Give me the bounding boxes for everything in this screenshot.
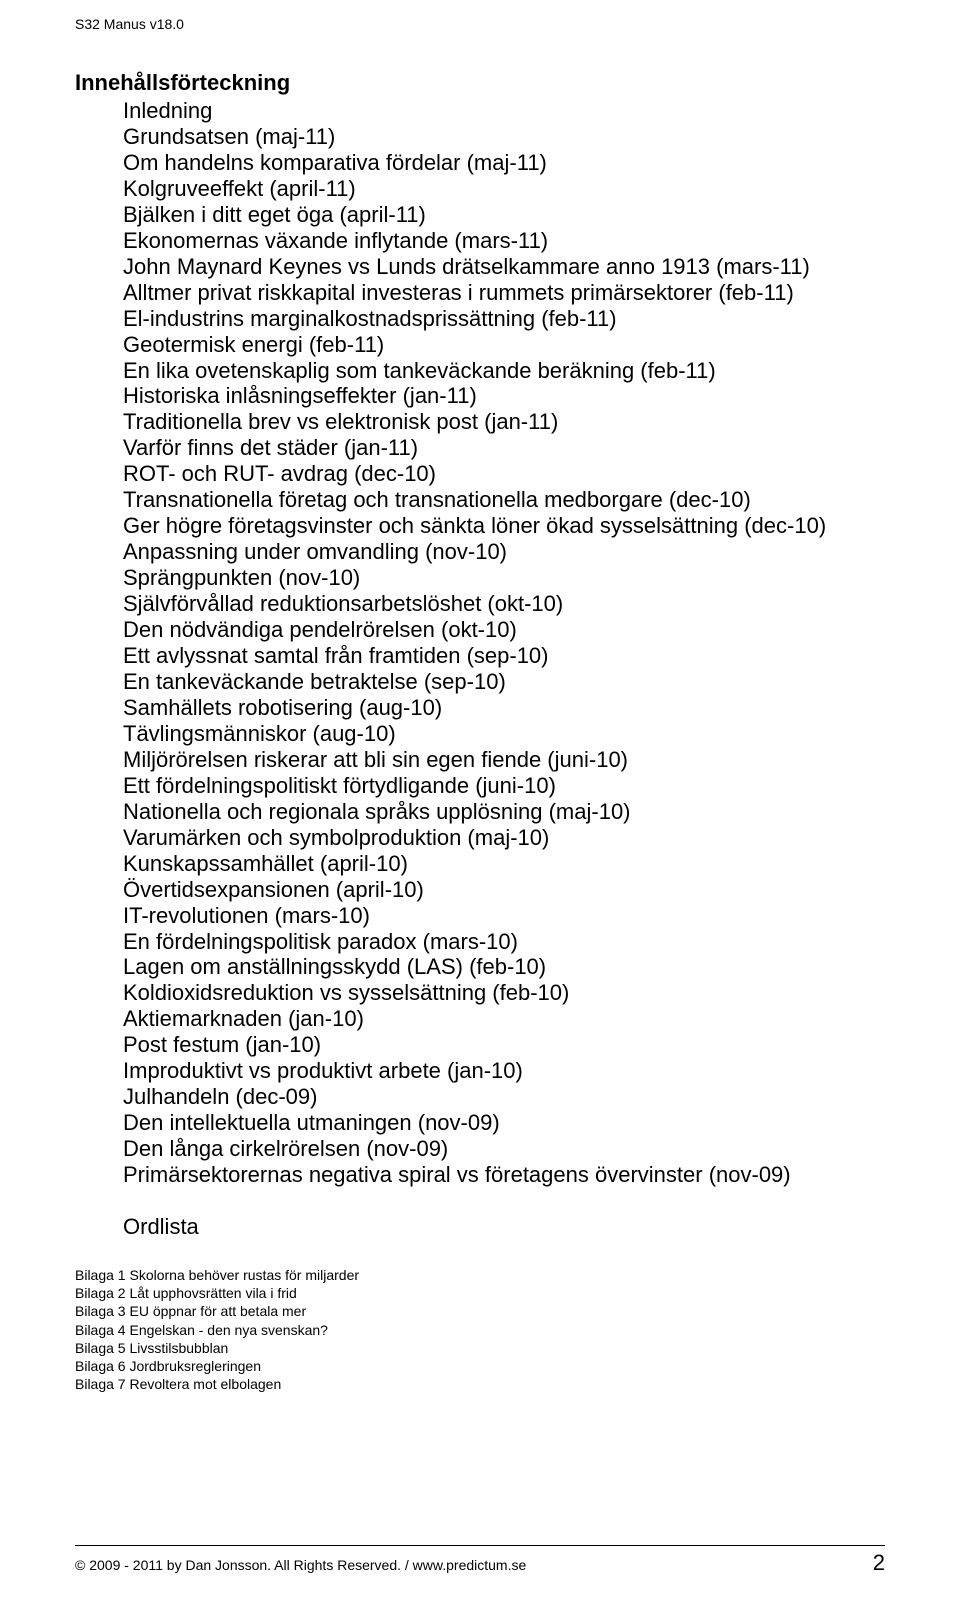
toc-item: Tävlingsmänniskor (aug-10) (123, 721, 885, 747)
toc-item: Sprängpunkten (nov-10) (123, 565, 885, 591)
toc-item: Improduktivt vs produktivt arbete (jan-1… (123, 1058, 885, 1084)
toc-item: Den nödvändiga pendelrörelsen (okt-10) (123, 617, 885, 643)
toc-item: Miljörörelsen riskerar att bli sin egen … (123, 747, 885, 773)
toc-item: John Maynard Keynes vs Lunds drätselkamm… (123, 254, 885, 280)
toc-item: Anpassning under omvandling (nov-10) (123, 539, 885, 565)
toc-item: Kunskapssamhället (april-10) (123, 851, 885, 877)
page-number: 2 (873, 1550, 885, 1576)
bilaga-item: Bilaga 1 Skolorna behöver rustas för mil… (75, 1266, 885, 1284)
toc-item: Varumärken och symbolproduktion (maj-10) (123, 825, 885, 851)
toc-item: En tankeväckande betraktelse (sep-10) (123, 669, 885, 695)
toc-item: Samhällets robotisering (aug-10) (123, 695, 885, 721)
toc-item: Ett avlyssnat samtal från framtiden (sep… (123, 643, 885, 669)
toc-item: Primärsektorernas negativa spiral vs för… (123, 1162, 885, 1188)
footer-copyright: © 2009 - 2011 by Dan Jonsson. All Rights… (75, 1557, 526, 1573)
toc-item: ROT- och RUT- avdrag (dec-10) (123, 461, 885, 487)
section-title: Innehållsförteckning (75, 70, 885, 96)
toc-item: Ekonomernas växande inflytande (mars-11) (123, 228, 885, 254)
footer: © 2009 - 2011 by Dan Jonsson. All Rights… (75, 1545, 885, 1576)
toc-item: Den långa cirkelrörelsen (nov-09) (123, 1136, 885, 1162)
toc-item: Aktiemarknaden (jan-10) (123, 1006, 885, 1032)
toc-item: Ger högre företagsvinster och sänkta lön… (123, 513, 885, 539)
toc-item: Koldioxidsreduktion vs sysselsättning (f… (123, 980, 885, 1006)
bilaga-item: Bilaga 4 Engelskan - den nya svenskan? (75, 1321, 885, 1339)
toc-item: Bjälken i ditt eget öga (april-11) (123, 202, 885, 228)
toc-item: En fördelningspolitisk paradox (mars-10) (123, 929, 885, 955)
toc-item: Historiska inlåsningseffekter (jan-11) (123, 383, 885, 409)
toc-item: IT-revolutionen (mars-10) (123, 903, 885, 929)
toc-list: InledningGrundsatsen (maj-11)Om handelns… (75, 98, 885, 1188)
bilaga-item: Bilaga 3 EU öppnar för att betala mer (75, 1302, 885, 1320)
toc-item: Övertidsexpansionen (april-10) (123, 877, 885, 903)
toc-item: Geotermisk energi (feb-11) (123, 332, 885, 358)
bilaga-item: Bilaga 7 Revoltera mot elbolagen (75, 1375, 885, 1393)
toc-item: Nationella och regionala språks upplösni… (123, 799, 885, 825)
toc-item: En lika ovetenskaplig som tankeväckande … (123, 358, 885, 384)
toc-item: Grundsatsen (maj-11) (123, 124, 885, 150)
document-header: S32 Manus v18.0 (75, 16, 184, 32)
ordlista-heading: Ordlista (123, 1214, 885, 1240)
toc-item: El-industrins marginalkostnadsprissättni… (123, 306, 885, 332)
toc-item: Självförvållad reduktionsarbetslöshet (o… (123, 591, 885, 617)
toc-item: Om handelns komparativa fördelar (maj-11… (123, 150, 885, 176)
toc-item: Inledning (123, 98, 885, 124)
toc-item: Varför finns det städer (jan-11) (123, 435, 885, 461)
toc-item: Den intellektuella utmaningen (nov-09) (123, 1110, 885, 1136)
bilaga-item: Bilaga 6 Jordbruksregleringen (75, 1357, 885, 1375)
bilaga-item: Bilaga 2 Låt upphovsrätten vila i frid (75, 1284, 885, 1302)
document-content: Innehållsförteckning InledningGrundsatse… (75, 70, 885, 1393)
toc-item: Traditionella brev vs elektronisk post (… (123, 409, 885, 435)
toc-item: Ett fördelningspolitiskt förtydligande (… (123, 773, 885, 799)
footer-rule (75, 1545, 885, 1546)
toc-item: Alltmer privat riskkapital investeras i … (123, 280, 885, 306)
toc-item: Transnationella företag och transnatione… (123, 487, 885, 513)
bilaga-item: Bilaga 5 Livsstilsbubblan (75, 1339, 885, 1357)
bilaga-list: Bilaga 1 Skolorna behöver rustas för mil… (75, 1266, 885, 1393)
toc-item: Julhandeln (dec-09) (123, 1084, 885, 1110)
toc-item: Post festum (jan-10) (123, 1032, 885, 1058)
toc-item: Lagen om anställningsskydd (LAS) (feb-10… (123, 954, 885, 980)
toc-item: Kolgruveeffekt (april-11) (123, 176, 885, 202)
